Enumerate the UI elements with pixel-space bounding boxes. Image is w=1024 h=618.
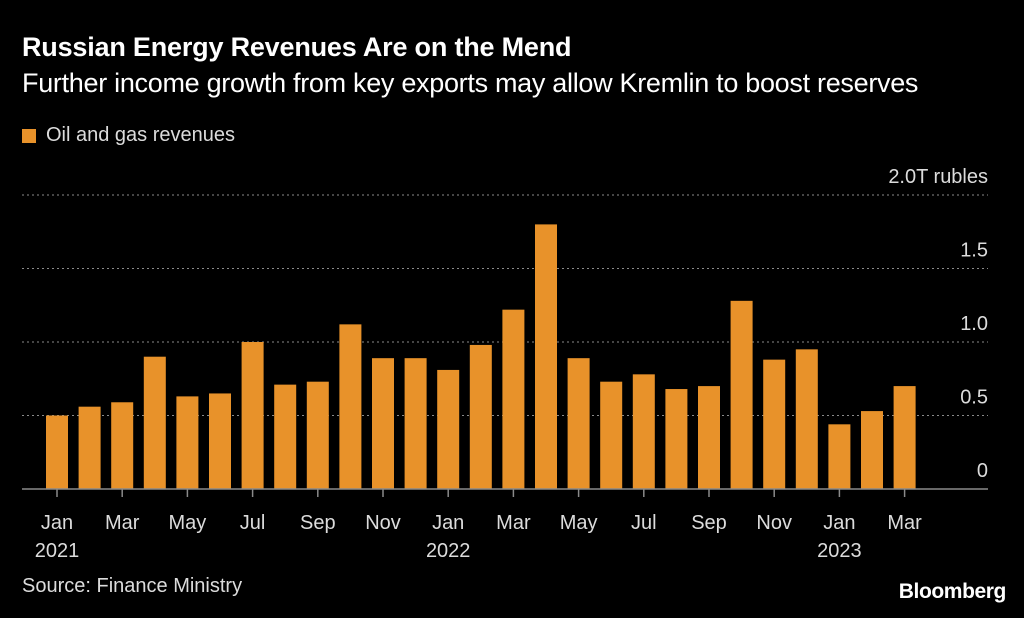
bar [46,415,68,489]
x-tick-label: Jan [41,512,73,534]
bar [698,386,720,489]
x-tick-label: Jan [823,512,855,534]
y-tick-label: 0 [977,460,988,482]
bar [567,358,590,489]
y-tick-label: 2.0T rubles [888,166,988,188]
bar [730,300,753,489]
source-note: Source: Finance Ministry [22,575,243,597]
x-tick-label: Mar [105,512,140,534]
bar [861,411,883,489]
legend-label: Oil and gas revenues [46,124,236,146]
bar [339,324,362,489]
x-tick-year-label: 2023 [817,540,862,562]
x-tick-label: Jul [240,512,266,534]
y-tick-label: 1.0 [960,313,988,335]
x-tick-label: Nov [365,512,401,534]
chart-subtitle: Further income growth from key exports m… [22,68,919,98]
bar [795,349,818,489]
bar [176,396,199,489]
bar [143,356,166,489]
x-tick-label: Jan [432,512,464,534]
x-tick-label: Sep [300,512,336,534]
bar [209,393,231,489]
bar [404,358,427,489]
legend: Oil and gas revenues [22,124,235,147]
x-tick-label: May [560,512,598,534]
bar [502,309,525,489]
bar [893,386,916,489]
x-tick-year-label: 2021 [35,540,80,562]
bar [78,406,101,489]
x-tick-label: Jul [631,512,657,534]
bar [469,344,492,489]
bar [600,381,623,489]
legend-swatch [22,128,36,143]
x-tick-label: Mar [496,512,531,534]
y-tick-label: 1.5 [960,240,988,262]
bar [241,342,264,489]
bar [111,402,134,489]
x-tick-label: Sep [691,512,727,534]
bar [535,224,557,489]
bloomberg-logo: Bloomberg [898,580,1007,603]
x-tick-label: Nov [756,512,792,534]
x-tick-label: May [169,512,207,534]
x-tick-label: Mar [887,512,922,534]
bar [763,359,786,489]
chart-title: Russian Energy Revenues Are on the Mend [22,32,572,62]
bar [437,369,460,489]
bar [665,389,688,489]
bar [306,381,329,489]
bar [274,384,297,489]
y-tick-label: 0.5 [960,387,988,409]
bar [372,358,394,489]
x-tick-year-label: 2022 [426,540,471,562]
bar [632,374,655,489]
bar [828,424,851,489]
